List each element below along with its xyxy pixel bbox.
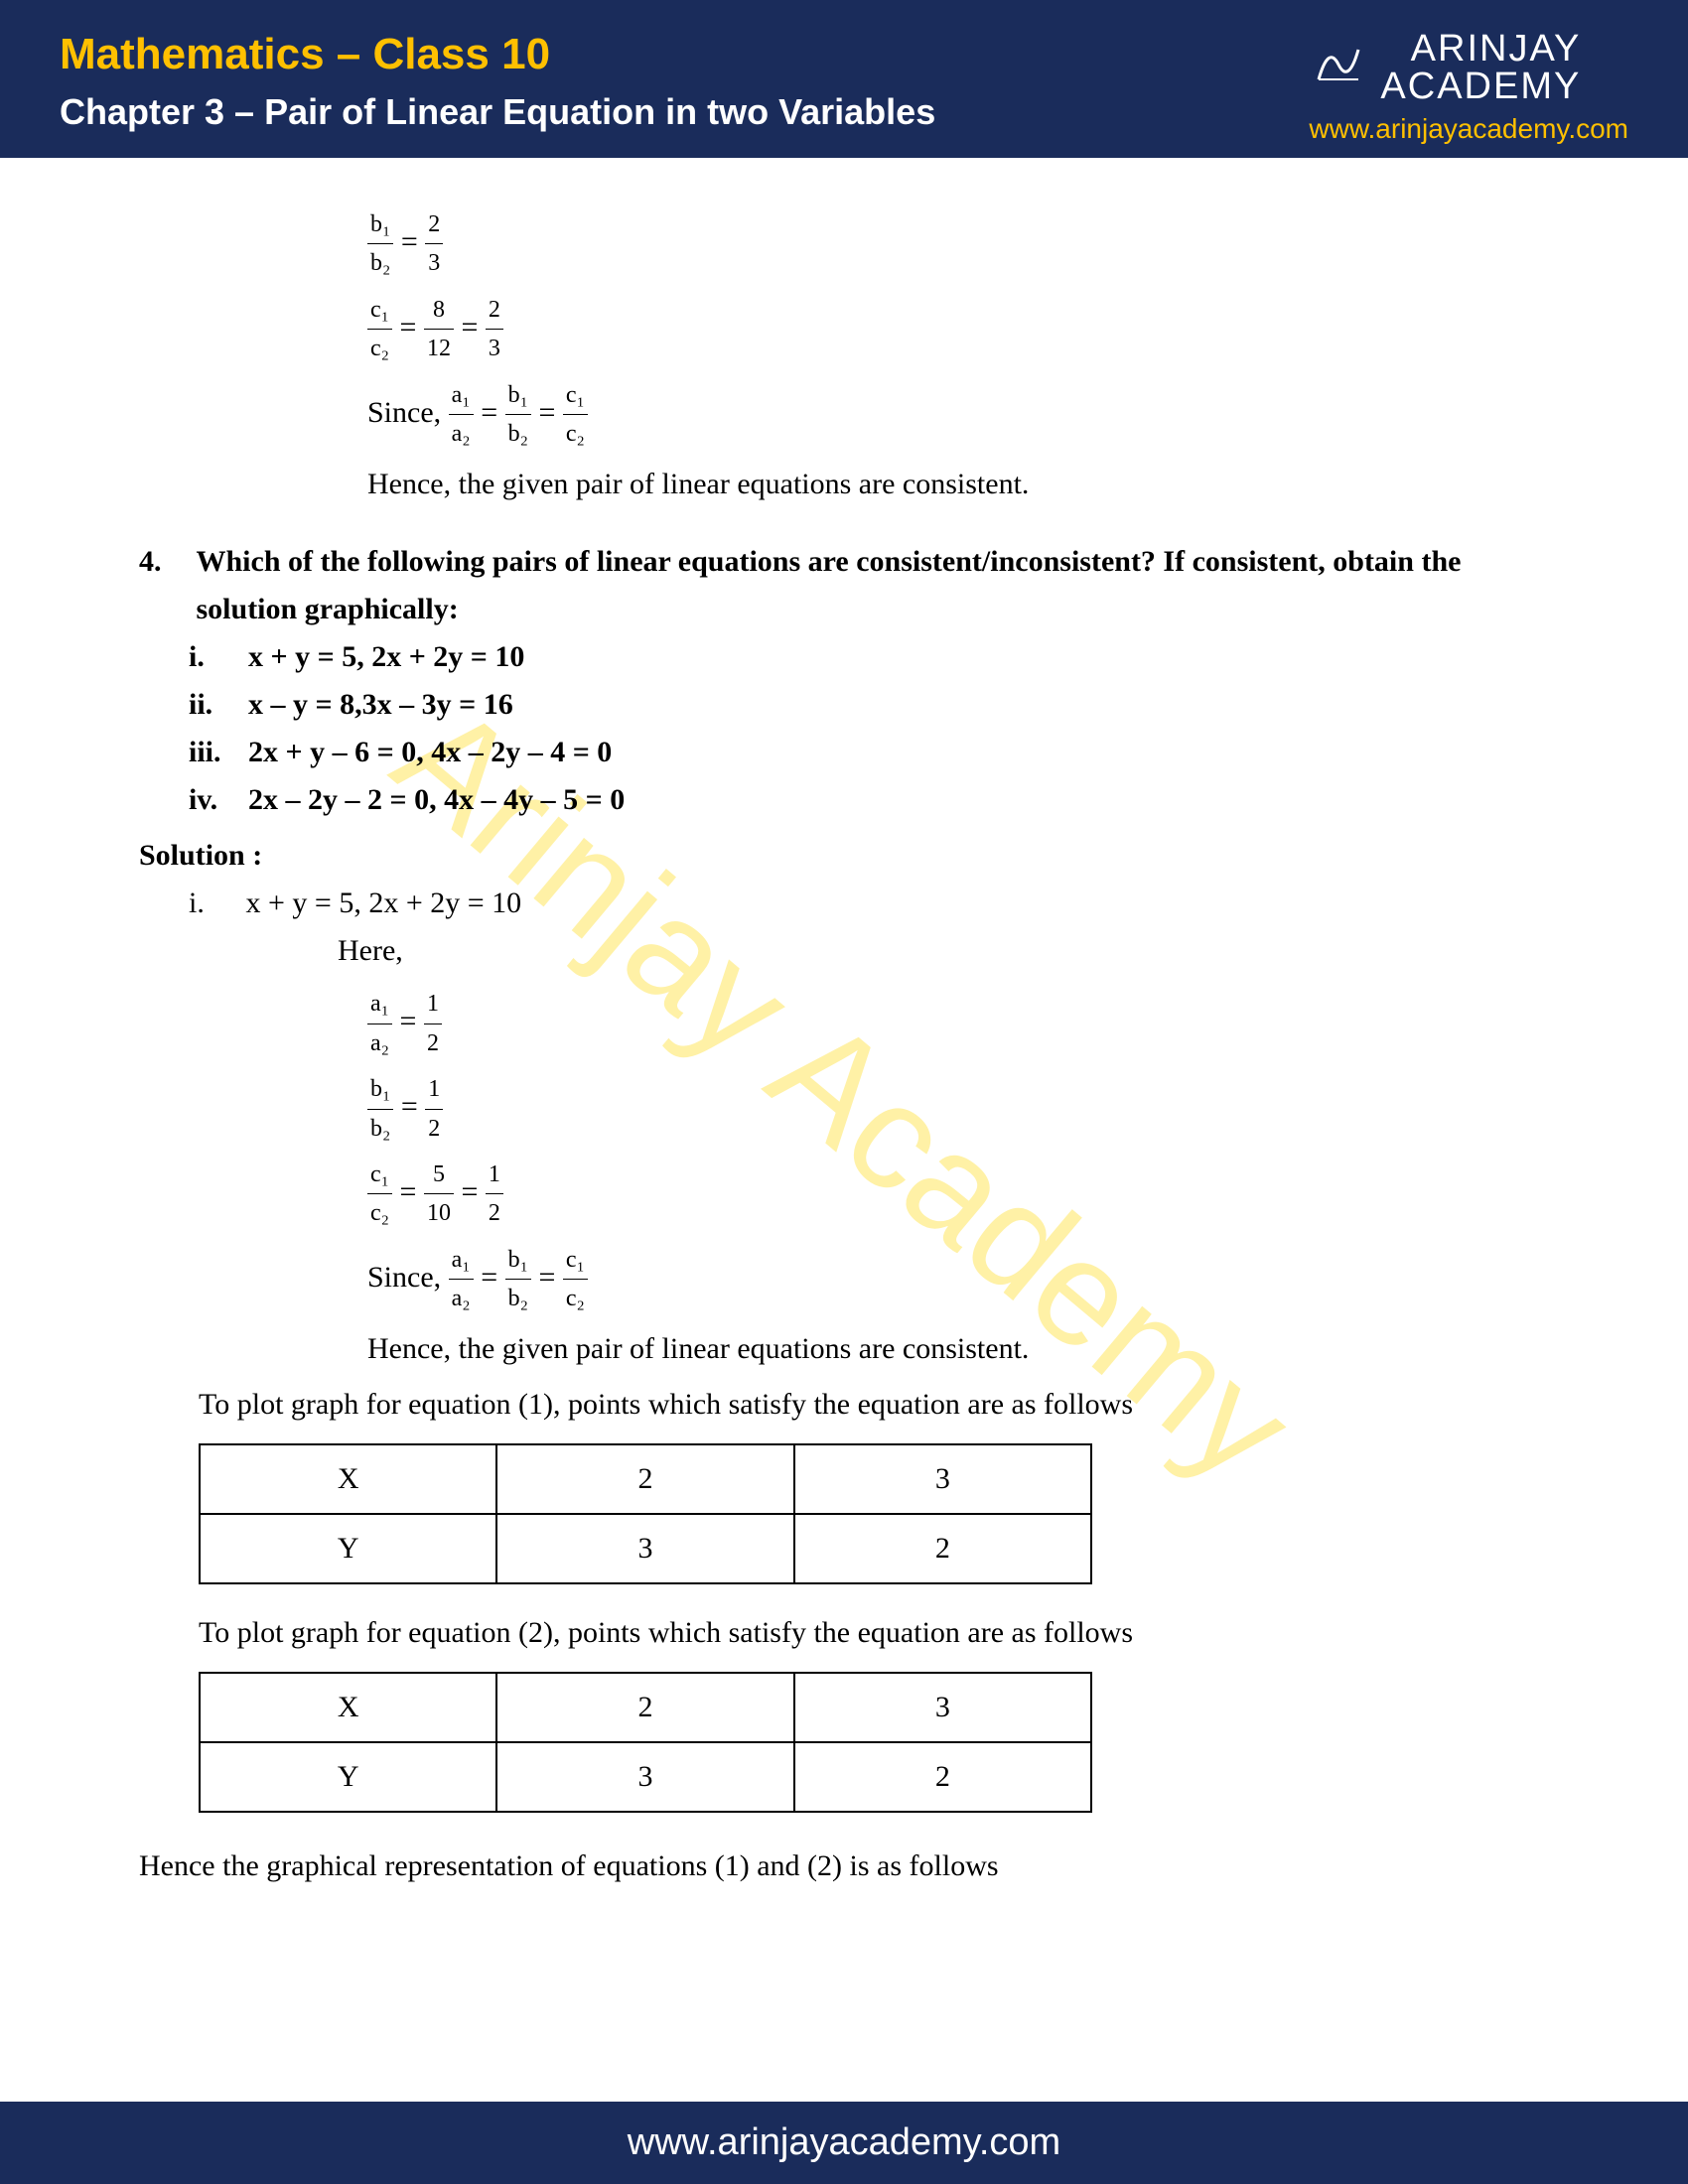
final-text: Hence the graphical representation of eq… [139,1843,1549,1890]
question-item-i: i.x + y = 5, 2x + 2y = 10 [189,633,1549,681]
ratio-b-line: b₁b₂ = 23 [367,205,1549,283]
logo-line2: ACADEMY [1380,66,1581,107]
sol-ratio-c: c₁c₂ = 510 = 12 [367,1156,1549,1233]
ratio-c-line: c₁c₂ = 812 = 23 [367,291,1549,368]
table-eq1: X 2 3 Y 3 2 [199,1443,1092,1584]
logo-line1: ARINJAY [1411,28,1582,69]
plot1-text: To plot graph for equation (1), points w… [199,1381,1549,1429]
page-content: b₁b₂ = 23 c₁c₂ = 812 = 23 Since, a₁a₂ = … [0,158,1688,1930]
question-item-iv: iv.2x – 2y – 2 = 0, 4x – 4y – 5 = 0 [189,776,1549,824]
logo-block: ARINJAY ACADEMY www.arinjayacademy.com [1309,30,1628,145]
solution-item-i: i. x + y = 5, 2x + 2y = 10 [189,880,1549,927]
table-row: X 2 3 [200,1444,1091,1514]
sol-ratio-a: a₁a₂ = 12 [367,985,1549,1062]
sol-conclusion: Hence, the given pair of linear equation… [367,1325,1549,1373]
sol-since-line: Since, a₁a₂ = b₁b₂ = c₁c₂ [367,1241,1549,1318]
table-row: Y 3 2 [200,1742,1091,1812]
table-eq2: X 2 3 Y 3 2 [199,1672,1092,1813]
header-url: www.arinjayacademy.com [1309,113,1628,145]
here-label: Here, [338,927,1549,975]
question-number: 4. [139,538,189,586]
logo-text: ARINJAY ACADEMY [1309,30,1628,105]
solution-label: Solution : [139,832,1549,880]
page-header: Mathematics – Class 10 Chapter 3 – Pair … [0,0,1688,158]
question-4: 4. Which of the following pairs of linea… [139,538,1549,824]
solution-math-block: Here, a₁a₂ = 12 b₁b₂ = 12 c₁c₂ = 510 = 1… [367,927,1549,1373]
table-row: Y 3 2 [200,1514,1091,1583]
table-row: X 2 3 [200,1673,1091,1742]
since-line: Since, a₁a₂ = b₁b₂ = c₁c₂ [367,376,1549,454]
question-text: Which of the following pairs of linear e… [197,538,1547,633]
plot2-text: To plot graph for equation (2), points w… [199,1609,1549,1657]
top-math-block: b₁b₂ = 23 c₁c₂ = 812 = 23 Since, a₁a₂ = … [367,205,1549,508]
logo-icon [1309,35,1368,101]
top-conclusion: Hence, the given pair of linear equation… [367,461,1549,508]
footer-url: www.arinjayacademy.com [628,2121,1060,2163]
sol-ratio-b: b₁b₂ = 12 [367,1070,1549,1148]
question-item-ii: ii.x – y = 8,3x – 3y = 16 [189,681,1549,729]
question-item-iii: iii.2x + y – 6 = 0, 4x – 2y – 4 = 0 [189,729,1549,776]
page-footer: www.arinjayacademy.com [0,2102,1688,2184]
